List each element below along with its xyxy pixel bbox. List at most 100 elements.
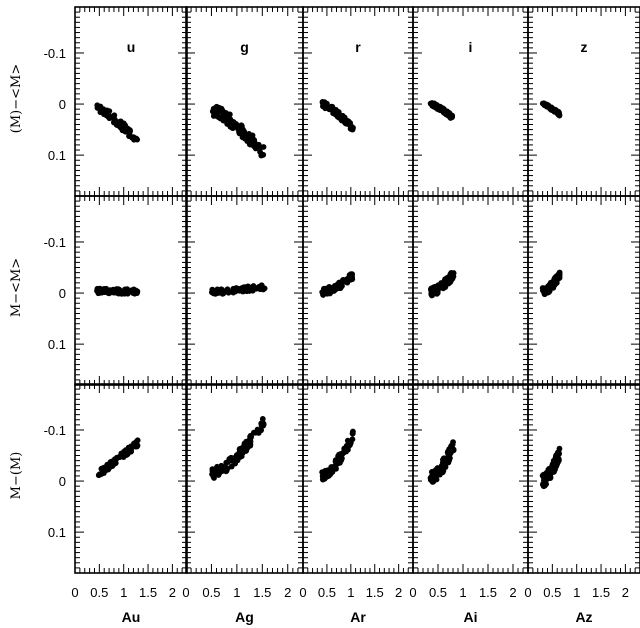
data-point [129,287,136,294]
x-tick-label: 0 [524,585,531,600]
y-tick-label: -0.1 [44,46,66,61]
x-tick-label: 1 [459,585,466,600]
data-point [552,108,559,115]
data-point [209,466,216,473]
x-tick-label: 0.5 [90,585,108,600]
data-point [124,451,131,458]
y-tick-label: -0.1 [44,235,66,250]
data-point [444,110,451,116]
data-point [230,289,237,296]
data-point [541,482,548,489]
data-point [112,119,119,126]
y-tick-label: 0.1 [48,525,66,540]
y-tick-label: 0.1 [48,337,66,352]
data-point [319,289,326,296]
x-tick-label: 0 [182,585,189,600]
data-point [545,283,552,290]
x-tick-label: 1 [573,585,580,600]
data-point [134,136,141,143]
data-point [210,113,217,119]
data-point [228,455,234,461]
data-point [336,115,343,121]
x-tick-label: 0.5 [318,585,336,600]
data-point [225,121,232,127]
data-point [238,453,245,460]
panel-frame [74,383,188,574]
data-point [322,474,329,481]
data-point [121,290,128,297]
x-tick-label: 0 [299,585,306,600]
data-point [219,467,226,474]
data-point [344,120,351,127]
data-point [336,285,343,292]
data-point [100,469,107,476]
data-point [449,441,456,448]
data-point [233,285,240,291]
data-point [225,459,231,465]
data-point [341,445,348,452]
data-point [128,443,134,450]
panel-frame [302,383,414,574]
data-point [260,144,267,150]
data-point [447,115,454,121]
panel-frame [527,383,640,574]
panel-frame [74,6,188,197]
data-point [238,123,245,129]
x-tick-label: 0 [409,585,416,600]
data-point [331,107,338,114]
data-point [445,458,452,465]
data-point [332,463,338,470]
data-point [257,149,263,155]
y-tick-label: 0 [59,474,66,489]
y-tick-label: 0 [59,286,66,301]
x-axis-label: Ai [464,609,478,625]
data-point [431,287,438,294]
data-point [249,137,256,144]
data-point [225,289,232,296]
panel-frame [527,195,640,386]
data-point [230,119,237,126]
data-point [541,472,547,478]
x-tick-label: 1.5 [592,585,610,600]
data-point [251,143,257,150]
data-point [450,446,457,453]
panel-frame [185,383,304,574]
data-point [133,443,140,450]
data-point [211,105,218,112]
row-ylabel: M−<M> [9,258,24,317]
data-point [444,277,450,284]
data-point [440,455,447,462]
data-point [439,469,446,476]
data-point [257,283,264,290]
data-point [546,468,553,475]
band-label: u [127,39,136,55]
x-tick-label: 0.5 [543,585,561,600]
data-point [244,138,251,145]
row-ylabel: M−(M) [9,452,24,500]
data-point [428,475,435,482]
data-point [552,279,559,286]
band-label: r [355,39,361,55]
data-point [252,284,259,291]
x-tick-label: 1.5 [139,585,157,600]
data-point [450,273,457,280]
panel-frame [302,6,414,197]
data-point [112,456,119,463]
panel-frame [185,6,304,197]
data-point [347,125,354,132]
band-label: g [240,39,249,55]
x-tick-label: 1.5 [253,585,271,600]
x-axis-label: Au [122,609,141,625]
y-tick-label: 0.1 [48,148,66,163]
data-point [556,274,563,281]
data-point [259,416,266,422]
data-point [112,287,119,294]
x-axis-label: Az [575,609,592,625]
panel-frame [302,195,414,386]
x-tick-label: 0.5 [429,585,447,600]
data-point [243,446,250,453]
data-point [236,448,243,455]
x-tick-label: 2 [509,585,516,600]
data-point [336,279,342,286]
